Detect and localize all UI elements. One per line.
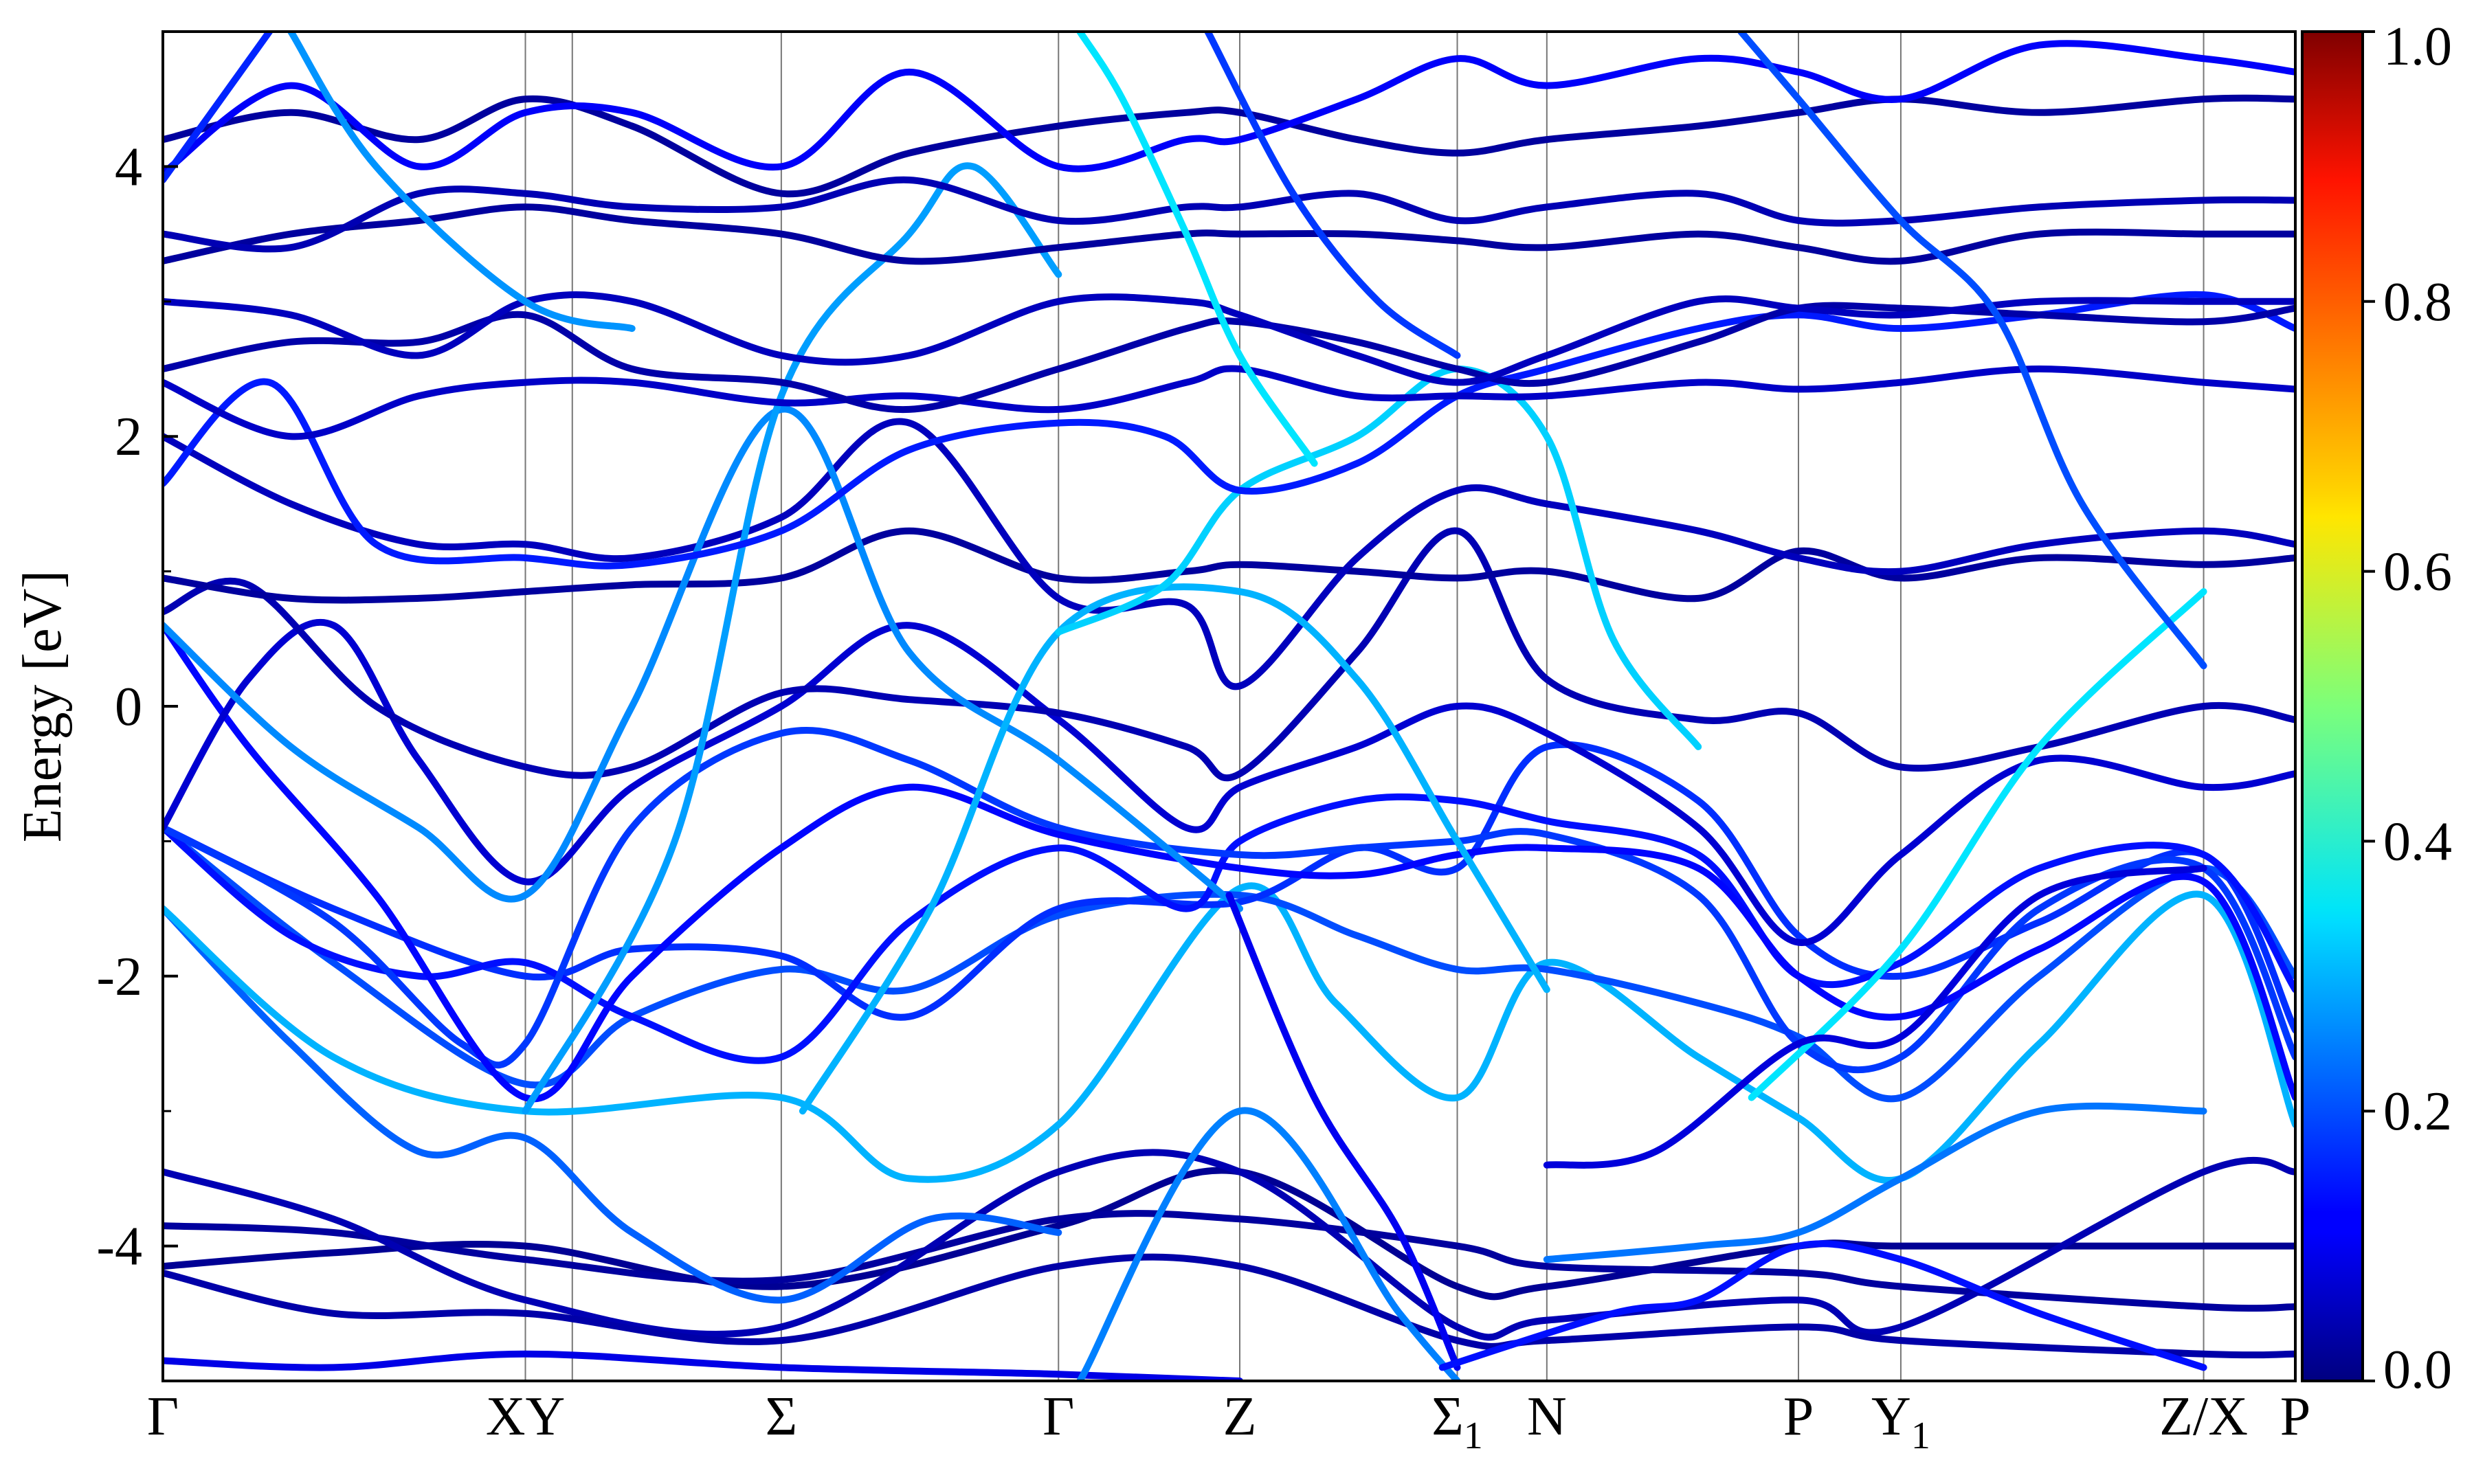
band-line <box>163 203 2295 265</box>
y-tick-label: 2 <box>115 407 142 467</box>
colorbar-tick-label: 1.0 <box>2383 16 2452 77</box>
band-line <box>799 583 1550 1115</box>
x-tick-label: P <box>2280 1386 2311 1447</box>
colorbar-tick-label: 0.6 <box>2383 542 2452 603</box>
colorbar-tick-label: 0.8 <box>2383 272 2452 333</box>
y-tick-label: 4 <box>115 137 142 197</box>
band-line <box>163 405 1243 912</box>
x-tick-label: N <box>1527 1386 1567 1447</box>
band-line <box>163 1210 2295 1312</box>
colorbar-tick-label: 0.0 <box>2383 1340 2452 1400</box>
x-tick-label: Y1 <box>1871 1386 1930 1457</box>
band-line <box>1076 32 1318 467</box>
x-tick-label: Z <box>1223 1386 1257 1447</box>
colorbar: 0.0 0.2 0.4 0.6 0.8 1.0 <box>2301 16 2452 1400</box>
x-tick-label: Σ1 <box>1431 1386 1483 1457</box>
y-tick-label: 0 <box>115 677 142 737</box>
band-line <box>1438 1240 2207 1371</box>
band-line <box>163 94 2295 198</box>
band-line <box>163 618 2295 946</box>
y-axis-label: Energy [eV] <box>12 570 73 842</box>
band-line <box>163 793 2295 1064</box>
band-line <box>1543 1102 2207 1263</box>
band-line <box>163 882 2295 1184</box>
y-tick-label: -4 <box>96 1217 142 1277</box>
band-line <box>1543 864 2207 1169</box>
band-line <box>163 32 274 183</box>
y-tick-label: -2 <box>96 947 142 1007</box>
colorbar-gradient <box>2301 30 2364 1382</box>
band-line <box>1076 1107 1461 1381</box>
band-line <box>163 176 2295 253</box>
colorbar-tick-label: 0.4 <box>2383 811 2452 872</box>
band-line <box>287 32 636 333</box>
band-line <box>163 527 2295 782</box>
x-tick-label: Z/X <box>2159 1386 2248 1447</box>
band-line <box>163 291 2295 570</box>
x-tick-label: Σ <box>766 1386 798 1447</box>
band-line <box>1055 366 1702 750</box>
x-tick-label: Γ <box>147 1386 179 1447</box>
band-line <box>163 1149 2295 1341</box>
band-line <box>163 726 2295 1074</box>
x-tick-labels: Γ XY Σ Γ Z Σ1 N P Y1 Z/X P <box>147 1386 2310 1457</box>
band-line <box>163 622 2295 1103</box>
y-tick-labels: -4 -2 0 2 4 <box>96 137 178 1277</box>
band-line <box>163 418 2295 690</box>
band-line <box>1737 32 2207 670</box>
band-line <box>163 302 2295 414</box>
band-line <box>163 905 1062 1304</box>
band-line <box>522 162 1062 1115</box>
band-line <box>163 365 2295 440</box>
band-line <box>1748 588 2207 1101</box>
band-line <box>163 40 2295 177</box>
band-line <box>1225 892 1461 1371</box>
x-tick-label: P <box>1783 1386 1814 1447</box>
band-line <box>163 1253 2295 1359</box>
band-line <box>163 527 2295 604</box>
band-lines <box>163 32 2295 1381</box>
band-line <box>163 1350 1243 1381</box>
x-tick-label: Γ <box>1043 1386 1074 1447</box>
x-tick-label: XY <box>486 1386 566 1447</box>
band-line <box>163 1167 2295 1301</box>
band-line <box>1204 32 1461 359</box>
colorbar-tick-label: 0.2 <box>2383 1081 2452 1142</box>
